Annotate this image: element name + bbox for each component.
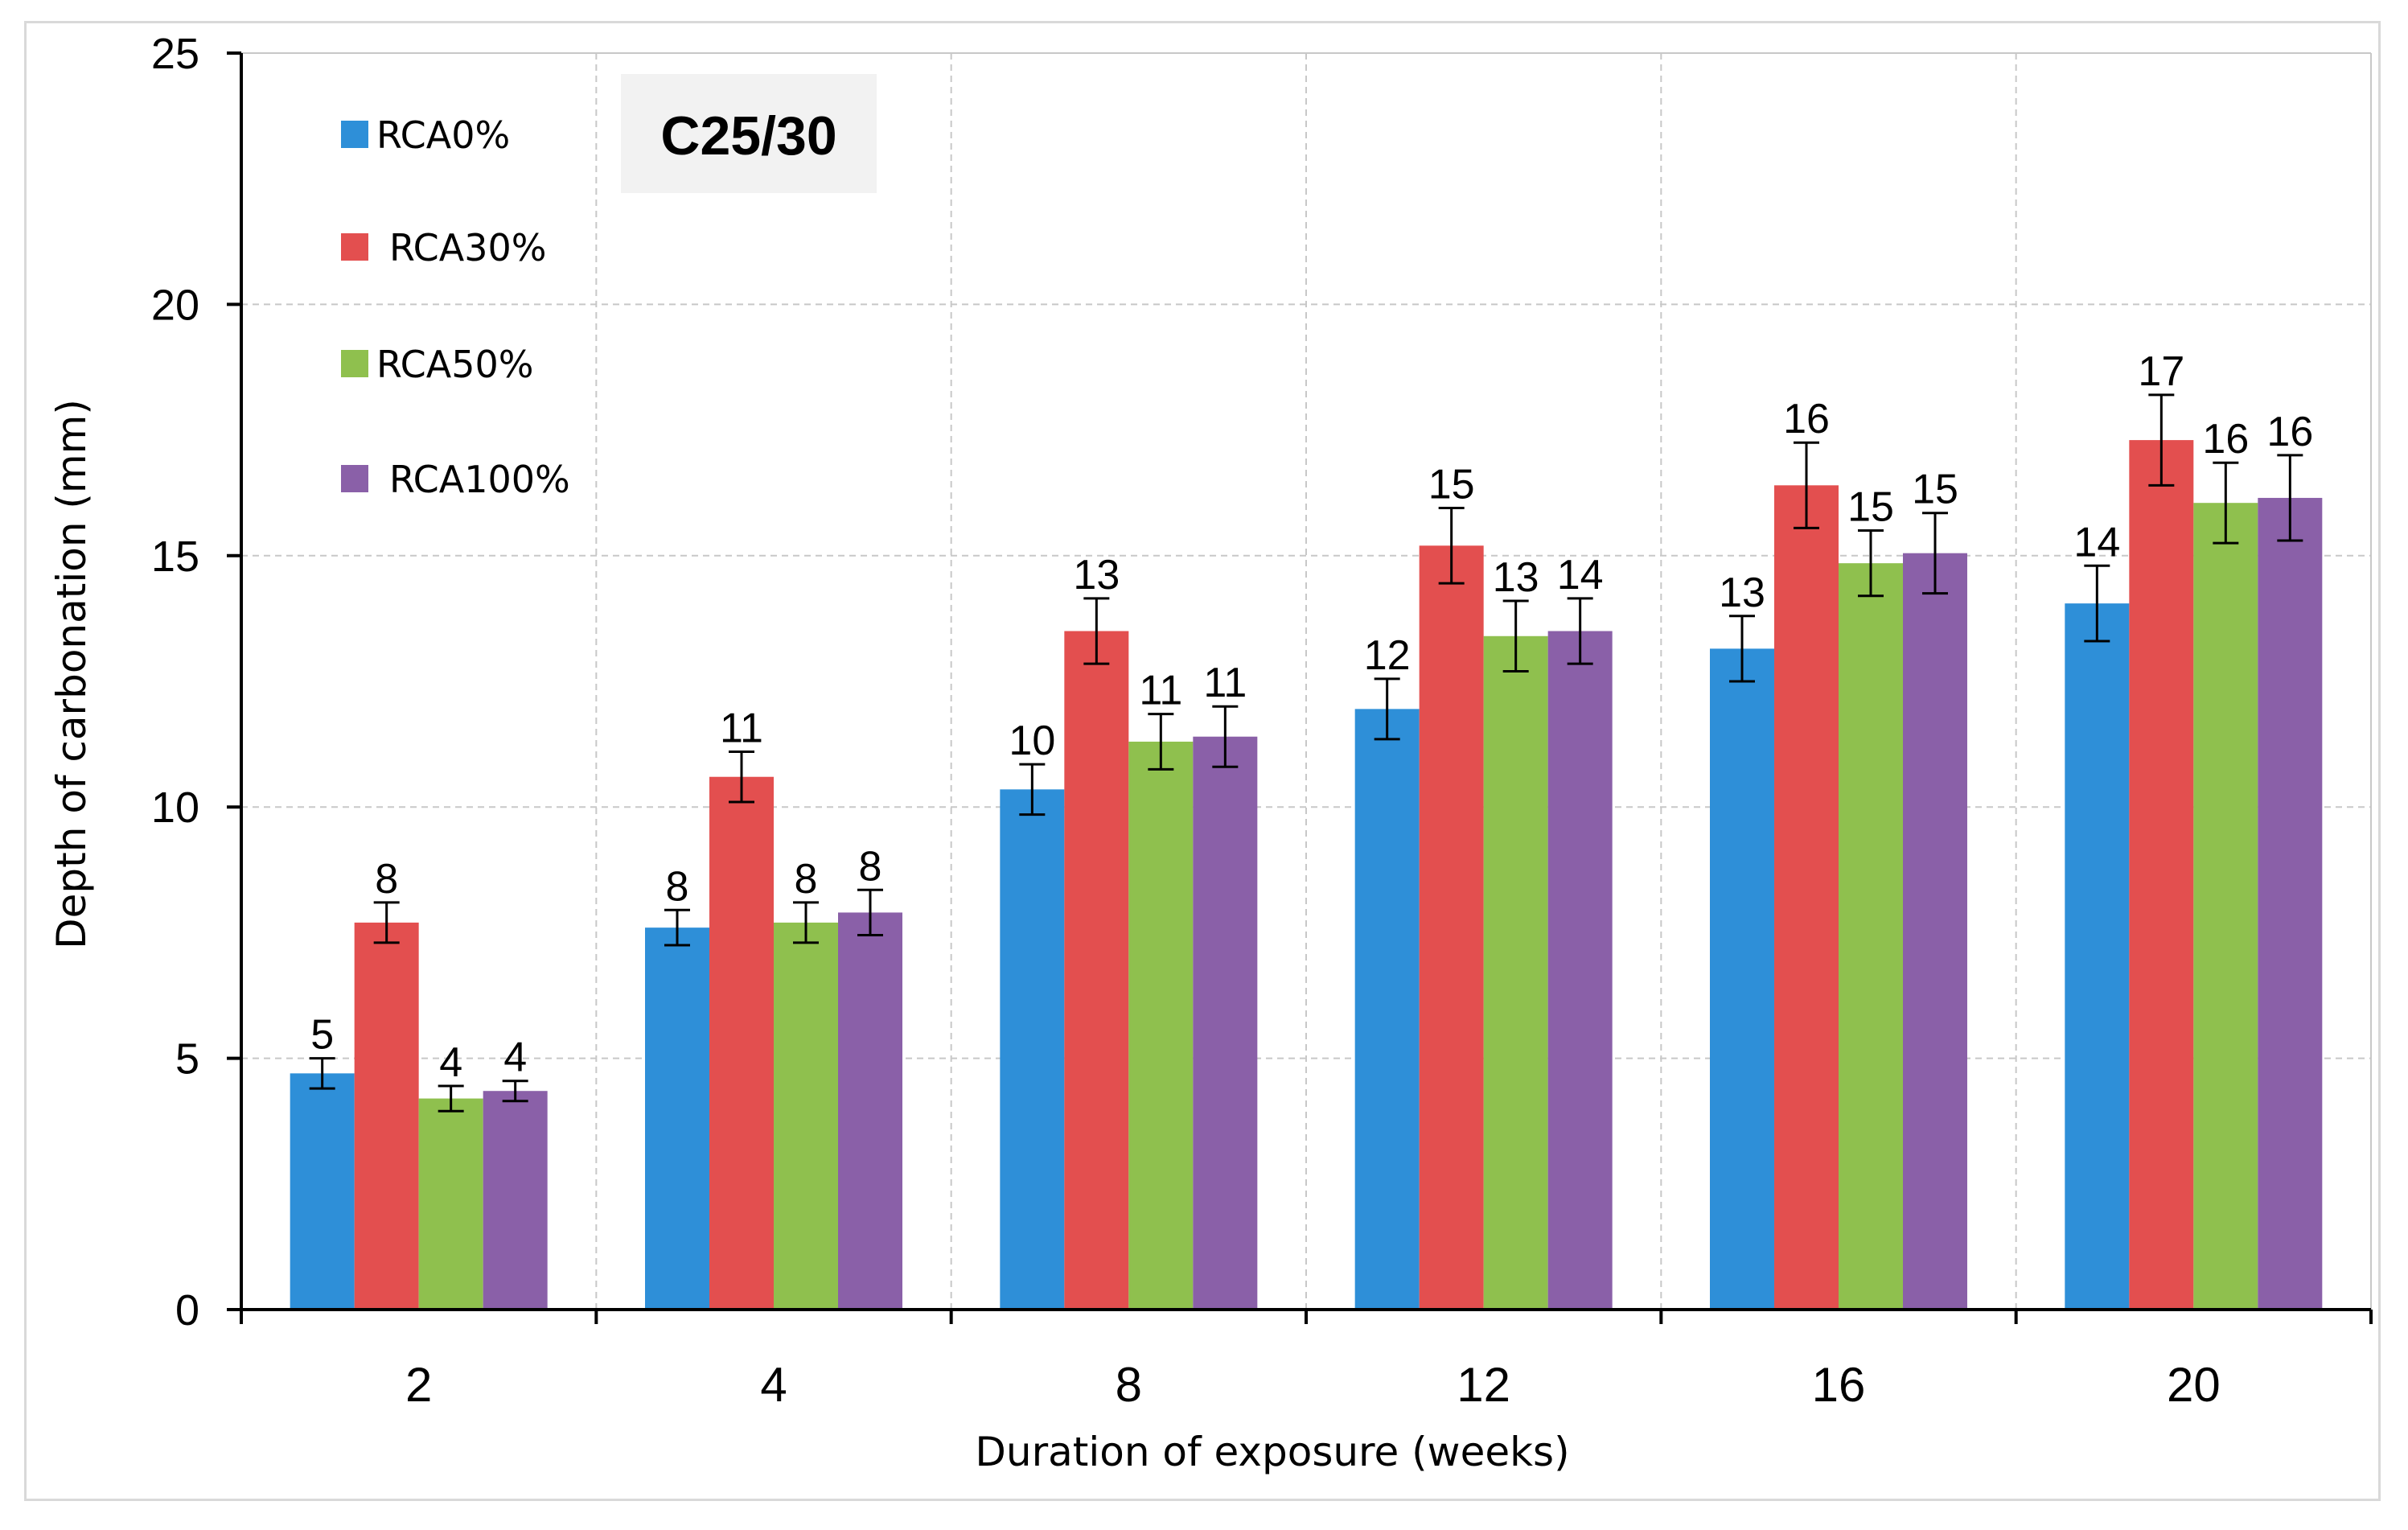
bars	[290, 440, 2323, 1310]
data-label: 16	[2202, 416, 2249, 463]
bar-RCA0%-4	[645, 927, 709, 1310]
x-tick-label: 2	[405, 1358, 432, 1412]
legend-item-RCA30%[interactable]: RCA30%	[341, 226, 547, 269]
bar-RCA100%-8	[1193, 736, 1258, 1310]
data-label: 11	[1203, 660, 1247, 706]
legend-swatch	[341, 465, 368, 492]
data-label: 17	[2138, 348, 2184, 395]
y-tick-label: 5	[175, 1035, 199, 1084]
legend-item-RCA0%[interactable]: RCA0%	[341, 113, 510, 157]
x-axis-title: Duration of exposure (weeks)	[975, 1429, 1569, 1475]
data-label: 8	[859, 843, 882, 890]
data-label: 5	[310, 1012, 334, 1059]
bar-RCA0%-16	[1710, 648, 1774, 1310]
data-label: 8	[375, 856, 398, 903]
legend-label: RCA30%	[389, 226, 547, 269]
bar-RCA50%-16	[1839, 563, 1903, 1310]
bar-RCA100%-20	[2258, 497, 2323, 1310]
y-axis-title: Depth of carbonation (mm)	[48, 399, 95, 949]
bar-RCA30%-12	[1419, 545, 1484, 1310]
data-label: 16	[1783, 396, 1830, 442]
gridlines	[241, 52, 2372, 1310]
data-label: 12	[1364, 632, 1411, 679]
x-tick-label: 12	[1457, 1358, 1510, 1412]
bar-RCA50%-12	[1483, 635, 1548, 1310]
data-label: 13	[1073, 552, 1120, 598]
bar-RCA30%-8	[1064, 631, 1129, 1310]
y-tick-label: 10	[151, 784, 199, 832]
x-tick-label: 16	[1812, 1358, 1866, 1412]
data-label: 11	[1139, 668, 1182, 714]
y-tick-label: 0	[175, 1286, 199, 1335]
data-label: 14	[2073, 519, 2120, 566]
bar-RCA100%-16	[1903, 553, 1967, 1310]
legend-swatch	[341, 350, 368, 377]
bar-RCA100%-4	[838, 912, 902, 1310]
data-label: 13	[1493, 554, 1539, 601]
legend-label: RCA100%	[389, 458, 570, 501]
bar-RCA0%-8	[1000, 789, 1065, 1310]
legend-label: RCA50%	[376, 343, 534, 386]
bar-RCA50%-20	[2193, 503, 2258, 1310]
x-tick-label: 20	[2167, 1358, 2221, 1412]
bar-RCA30%-20	[2129, 440, 2194, 1310]
bar-RCA50%-8	[1128, 741, 1194, 1310]
data-label: 15	[1847, 484, 1894, 531]
bar-RCA100%-12	[1547, 631, 1613, 1310]
data-label: 4	[439, 1039, 462, 1086]
y-tick-label: 20	[151, 281, 199, 329]
data-label: 8	[666, 863, 689, 910]
data-label: 16	[2266, 409, 2313, 455]
legend-item-RCA50%[interactable]: RCA50%	[341, 343, 534, 386]
y-tick-label: 15	[151, 533, 199, 581]
error-bars	[309, 393, 2303, 1113]
bar-RCA50%-2	[418, 1098, 483, 1310]
legend-item-RCA100%[interactable]: RCA100%	[341, 458, 570, 501]
legend[interactable]: RCA0% RCA30% RCA50% RCA100%	[341, 113, 570, 501]
legend-swatch	[341, 233, 368, 261]
data-label: 10	[1009, 718, 1055, 764]
data-label: 4	[503, 1034, 527, 1081]
bar-RCA50%-4	[774, 922, 838, 1310]
x-tick-label: 8	[1116, 1358, 1142, 1412]
data-label: 13	[1719, 570, 1765, 616]
annotation-box	[621, 74, 877, 193]
bar-RCA100%-2	[483, 1091, 548, 1310]
bar-RCA0%-2	[290, 1073, 355, 1310]
data-label: 15	[1428, 461, 1475, 508]
bar-RCA0%-20	[2065, 603, 2130, 1310]
y-tick-label: 25	[151, 30, 199, 78]
x-tick-label: 4	[760, 1358, 787, 1412]
axes: 0 5 10 15 20 25 2 4 8 12 16 20	[151, 30, 2373, 1412]
data-label: 11	[720, 705, 763, 751]
bar-RCA0%-12	[1354, 709, 1420, 1310]
bar-RCA30%-2	[354, 922, 419, 1310]
data-label: 14	[1557, 552, 1604, 598]
bar-RCA30%-16	[1774, 485, 1839, 1310]
data-label: 15	[1912, 467, 1958, 513]
legend-label: RCA0%	[376, 113, 510, 157]
data-label: 8	[795, 856, 818, 903]
legend-swatch	[341, 121, 368, 148]
bar-RCA30%-4	[709, 776, 774, 1310]
annotation-label: C25/30	[660, 105, 836, 167]
